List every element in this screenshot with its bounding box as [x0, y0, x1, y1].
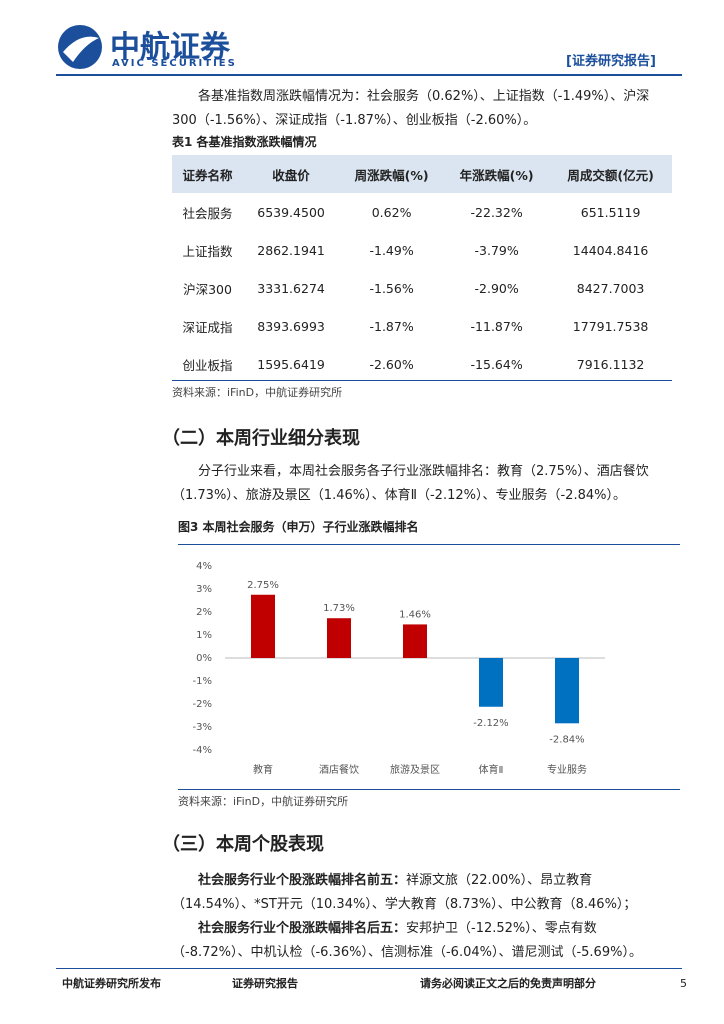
lead: 社会服务行业个股涨跌幅排名后五： — [198, 921, 407, 936]
footer-middle: 证券研究报告 — [232, 977, 298, 990]
cell: 8427.7003 — [576, 280, 645, 296]
paragraph: 社会服务行业个股涨跌幅排名后五：安邦护卫（-12.52%）、零点有数（-8.72… — [172, 917, 672, 965]
cell: 沪深300 — [183, 281, 232, 297]
cell: 3331.6274 — [257, 280, 325, 296]
y-tick-label: 0% — [196, 653, 212, 664]
bar — [251, 594, 275, 658]
value-label: 2.75% — [247, 580, 279, 591]
cell: -2.60% — [369, 356, 414, 372]
cell: -1.49% — [369, 242, 414, 258]
text: 祥源文旅（22.00%）、昂立教育（14.54%）、*ST开元（10.34%）、… — [172, 873, 637, 912]
cell: -1.87% — [369, 318, 414, 334]
header-cell: 年涨跌幅(%) — [444, 155, 550, 193]
header-cell: 周涨跌幅(%) — [339, 155, 445, 193]
header-rule — [56, 74, 682, 76]
lead: 社会服务行业个股涨跌幅排名前五： — [198, 873, 407, 888]
cell: 8393.6993 — [257, 318, 325, 334]
footer-right: 请务必阅读正文之后的免责声明部分 — [420, 977, 596, 990]
y-tick-label: 2% — [196, 607, 212, 618]
cell: 1595.6419 — [257, 356, 325, 372]
value-label: -2.84% — [549, 734, 584, 745]
cell: 651.5119 — [580, 204, 641, 220]
cell: -3.79% — [474, 242, 519, 258]
table-caption: 表1 各基准指数涨跌幅情况 — [172, 135, 317, 149]
cell: -22.32% — [470, 204, 523, 220]
cell: 6539.4500 — [257, 204, 325, 220]
y-tick-label: -4% — [193, 745, 212, 756]
report-tag: [证券研究报告] — [566, 54, 656, 69]
cell: -1.56% — [369, 280, 414, 296]
x-tick-label: 教育 — [253, 763, 273, 776]
cell: -11.87% — [470, 318, 523, 334]
chart: -4% -3% -2% -1% 0% 1% 2% 3% 4% 教育 2.75% 酒店餐饮 1.73% 旅游… — [193, 561, 605, 776]
text: 安邦护卫（-12.52%）、零点有数（-8.72%）、中机认检（-6.36%）、… — [172, 921, 642, 960]
bar — [327, 618, 351, 658]
bar — [555, 658, 579, 724]
cell: 社会服务 — [182, 205, 233, 221]
logo-text: 中航证券 — [110, 30, 230, 65]
row: 深证成指 8393.6993 -1.87% -11.87% 17791.7538 — [172, 307, 672, 345]
cell: 17791.7538 — [572, 318, 649, 334]
cell: 创业板指 — [182, 357, 233, 373]
header-cell: 周成交额(亿元) — [549, 155, 672, 193]
value-label: 1.46% — [399, 609, 431, 620]
cell: 上证指数 — [182, 243, 233, 259]
x-tick-label: 专业服务 — [547, 763, 587, 776]
table: 证券名称 收盘价 周涨跌幅(%) 年涨跌幅(%) 周成交额(亿元) 社会服务 6539.45… — [172, 155, 672, 383]
paragraph: 各基准指数周涨跌幅情况为：社会服务（0.62%）、上证指数（-1.49%）、沪深… — [172, 89, 650, 128]
row: 上证指数 2862.1941 -1.49% -3.79% 14404.8416 — [172, 231, 672, 269]
page-number: 5 — [680, 977, 687, 990]
row: 沪深300 3331.6274 -1.56% -2.90% 8427.7003 — [172, 269, 672, 307]
cell: 14404.8416 — [572, 242, 649, 258]
cell: -15.64% — [470, 356, 523, 372]
bar — [403, 624, 427, 658]
logo-sub: AVIC SECURITIES — [112, 58, 237, 69]
cell: 深证成指 — [182, 319, 233, 335]
cell: -2.90% — [474, 280, 519, 296]
source: 资料来源：iFinD，中航证券研究所 — [178, 795, 349, 808]
header-row: 证券名称 收盘价 周涨跌幅(%) 年涨跌幅(%) 周成交额(亿元) — [172, 155, 672, 193]
cell: 0.62% — [371, 204, 412, 220]
y-tick-label: 4% — [196, 561, 212, 572]
x-tick-label: 体育Ⅱ — [479, 763, 504, 776]
figure-caption: 图3 本周社会服务（申万）子行业涨跌幅排名 — [178, 520, 419, 534]
y-tick-label: 1% — [196, 630, 212, 641]
header-cell: 收盘价 — [243, 155, 340, 193]
section-heading: （三）本周个股表现 — [162, 834, 324, 855]
x-tick-label: 酒店餐饮 — [319, 763, 359, 776]
y-tick-label: 3% — [196, 584, 212, 595]
paragraph: 社会服务行业个股涨跌幅排名前五：祥源文旅（22.00%）、昂立教育（14.54%… — [172, 869, 672, 917]
cell: 2862.1941 — [257, 242, 325, 258]
bar — [479, 658, 503, 707]
value-label: -2.12% — [473, 718, 508, 729]
paragraph: 分子行业来看，本周社会服务各子行业涨跌幅排名：教育（2.75%）、酒店餐饮（1.… — [172, 464, 649, 503]
y-tick-label: -1% — [193, 676, 212, 687]
y-tick-label: -3% — [193, 722, 212, 733]
section-heading: （二）本周行业细分表现 — [162, 428, 360, 449]
value-label: 1.73% — [323, 603, 355, 614]
y-tick-label: -2% — [193, 699, 212, 710]
source: 资料来源：iFinD，中航证券研究所 — [172, 386, 343, 399]
row: 社会服务 6539.4500 0.62% -22.32% 651.5119 — [172, 193, 672, 231]
row: 创业板指 1595.6419 -2.60% -15.64% 7916.1132 — [172, 345, 672, 383]
footer-left: 中航证券研究所发布 — [62, 977, 161, 990]
cell: 7916.1132 — [576, 356, 645, 372]
logo-icon — [58, 25, 102, 69]
x-tick-label: 旅游及景区 — [390, 763, 440, 776]
header-cell: 证券名称 — [172, 155, 244, 193]
